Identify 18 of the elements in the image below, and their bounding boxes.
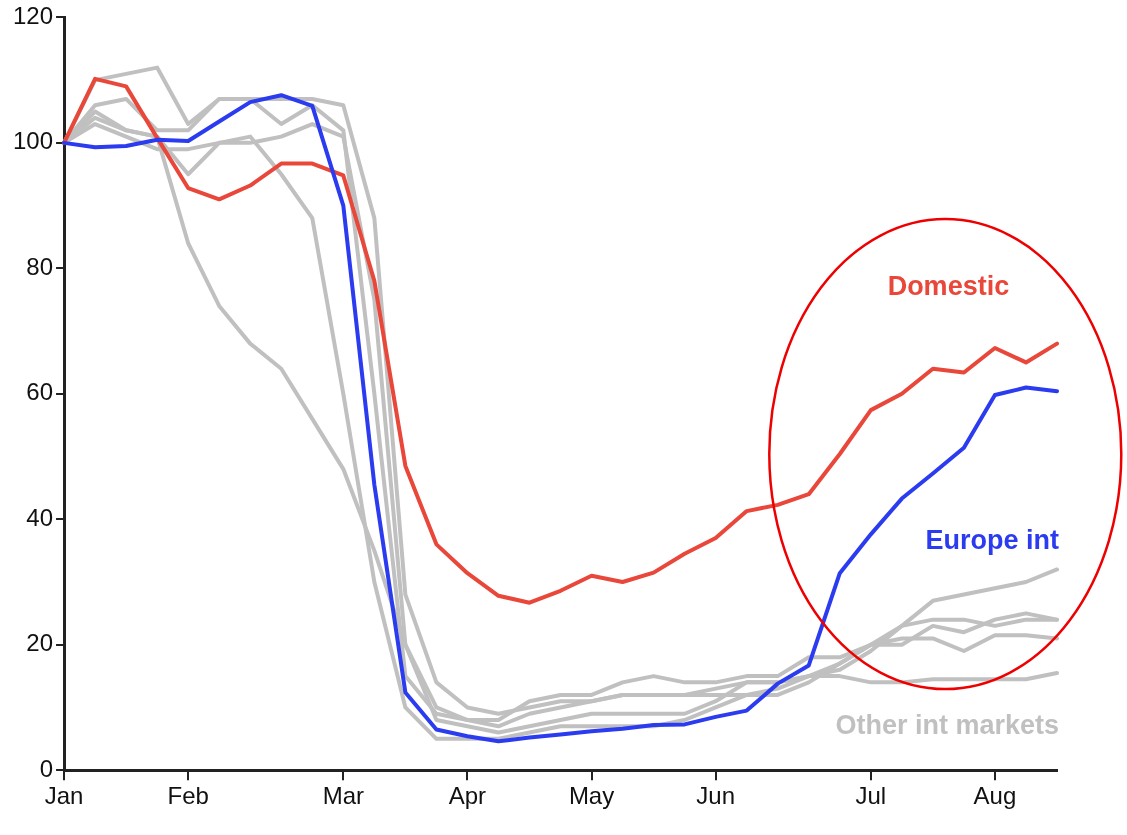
y-tick-label: 60 bbox=[26, 378, 54, 406]
x-tick-label: Apr bbox=[448, 782, 487, 810]
y-tick-label: 20 bbox=[26, 629, 54, 657]
x-tick-label: May bbox=[568, 782, 615, 810]
y-tick-label: 100 bbox=[13, 127, 54, 155]
y-tick-label: 40 bbox=[26, 503, 54, 531]
series-label: Europe int bbox=[925, 525, 1060, 556]
series-label: Domestic bbox=[887, 270, 1010, 301]
x-tick-label: Aug bbox=[973, 782, 1017, 810]
x-tick-label: Mar bbox=[322, 782, 364, 810]
series-label: Other int markets bbox=[835, 710, 1059, 741]
x-tick-label: Jan bbox=[44, 782, 84, 810]
y-tick-label: 120 bbox=[13, 2, 54, 30]
y-tick-label: 0 bbox=[39, 754, 54, 782]
y-tick-label: 80 bbox=[26, 252, 54, 280]
x-tick-label: Jul bbox=[855, 782, 887, 810]
x-tick-label: Jun bbox=[696, 782, 736, 810]
x-tick-label: Feb bbox=[167, 782, 209, 810]
